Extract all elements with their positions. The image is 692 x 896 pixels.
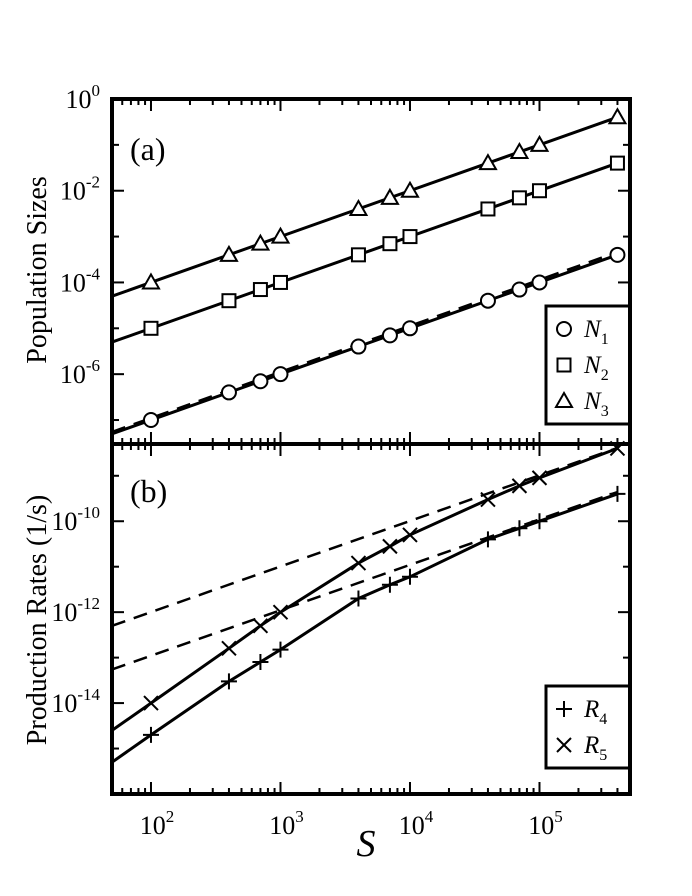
panel-a-markers (141, 107, 628, 429)
series-n3-point (607, 107, 628, 125)
series-n2-point (480, 201, 496, 217)
series-n2-point (511, 190, 527, 206)
y-tick-label: 10-6 (60, 356, 100, 389)
series-r4-point (479, 531, 496, 548)
series-n2-point (221, 293, 237, 309)
panel-b-tick-labels: 10-14 10-12 10-10 102 103 104 105 (51, 503, 562, 840)
series-n1-point (220, 384, 237, 401)
series-n3-point (509, 141, 530, 159)
panel-a-legend: N1 N2 N3 (544, 304, 632, 426)
series-r5-line (111, 446, 619, 732)
series-n1-point (381, 327, 398, 344)
series-r4-line (111, 492, 618, 764)
legend-entry-label: R4 (583, 696, 607, 728)
series-r5-point (143, 695, 159, 711)
series-n2-point (402, 229, 418, 245)
legend-marker-plus (556, 701, 572, 717)
y-tick-label: 10-4 (60, 264, 101, 297)
legend-entry-label: R5 (583, 732, 607, 764)
series-n1-point (142, 412, 159, 429)
series-n3-point (270, 226, 291, 244)
panel-b-markers (142, 440, 626, 743)
series-n1-point (511, 281, 528, 298)
series-n3-point (400, 180, 420, 198)
y-tick-label: 10-2 (60, 173, 100, 206)
series-n1-point (479, 292, 496, 309)
legend-entry-label: N1 (583, 316, 609, 348)
panel-b-lines (111, 446, 619, 764)
x-axis-label: S (357, 823, 376, 865)
panel-b-y-axis-label: Production Rates (1/s) (22, 495, 53, 745)
series-r5-point (480, 491, 496, 508)
series-n1-point (350, 338, 367, 355)
series-r4-point (609, 485, 626, 502)
series-n1-point (609, 246, 626, 263)
series-n2-point (252, 282, 268, 298)
series-r4-point (142, 726, 159, 743)
panel-b-label: (b) (130, 473, 167, 509)
legend-marker-square (556, 357, 572, 373)
panel-a-label: (a) (130, 131, 166, 167)
series-n1-point (401, 320, 418, 337)
series-n2-point (143, 320, 159, 336)
series-r4-point (220, 673, 237, 690)
legend-box (544, 684, 632, 770)
panel-a-y-axis-label: Population Sizes (22, 176, 53, 363)
panel-a-tick-labels: 10-6 10-4 10-2 100 (60, 81, 101, 389)
series-r5-point (402, 527, 418, 543)
x-tick-label: 103 (269, 807, 304, 840)
series-n3-point (478, 153, 498, 171)
legend-marker-circle (556, 321, 572, 337)
series-n1-point (272, 366, 289, 383)
series-n2-point (382, 236, 398, 252)
series-r4-dashed-line (111, 490, 618, 671)
series-n3-point (141, 272, 161, 290)
panel-b: 10-14 10-12 10-10 102 103 104 105 (b) Producti… (22, 440, 632, 865)
y-tick-label: 10-10 (51, 503, 100, 536)
legend-marker-cross (556, 737, 572, 753)
legend-marker-triangle (554, 390, 574, 408)
panel-b-frame (110, 442, 632, 796)
y-tick-label: 10-14 (51, 685, 100, 718)
series-r4-point (272, 641, 289, 658)
series-r4-point (252, 654, 269, 671)
series-r4-point (401, 568, 418, 585)
series-r5-point (382, 538, 398, 555)
series-r5-point (221, 640, 237, 657)
series-r4-point (350, 590, 367, 607)
series-n2-point (609, 155, 625, 171)
series-n2-point (350, 247, 366, 263)
y-tick-label: 100 (66, 81, 101, 114)
series-n3-point (250, 233, 271, 251)
legend-entry-label: N2 (583, 352, 609, 384)
series-r4-point (381, 576, 398, 593)
series-n2-point (272, 274, 288, 290)
series-r5-point (252, 618, 269, 634)
series-n2-point (531, 183, 547, 199)
x-tick-label: 104 (399, 807, 434, 840)
series-n3-point (348, 198, 369, 216)
series-n3-point (529, 134, 550, 152)
legend-box (544, 304, 632, 426)
series-n1-point (531, 274, 548, 291)
series-r5-point (531, 470, 548, 486)
series-r4-point (511, 520, 528, 537)
series-n1-point (252, 373, 269, 390)
series-n3-point (380, 187, 400, 205)
x-tick-label: 102 (140, 807, 175, 840)
series-n3-point (219, 244, 239, 262)
legend-entry-label: N3 (583, 388, 609, 420)
series-r5-dashed-line (111, 446, 618, 627)
series-r4-point (531, 513, 548, 530)
x-tick-label: 105 (528, 807, 563, 840)
y-tick-label: 10-12 (51, 594, 100, 627)
series-r5-point (511, 478, 528, 494)
series-r5-point (350, 555, 367, 571)
series-r5-point (272, 604, 289, 620)
